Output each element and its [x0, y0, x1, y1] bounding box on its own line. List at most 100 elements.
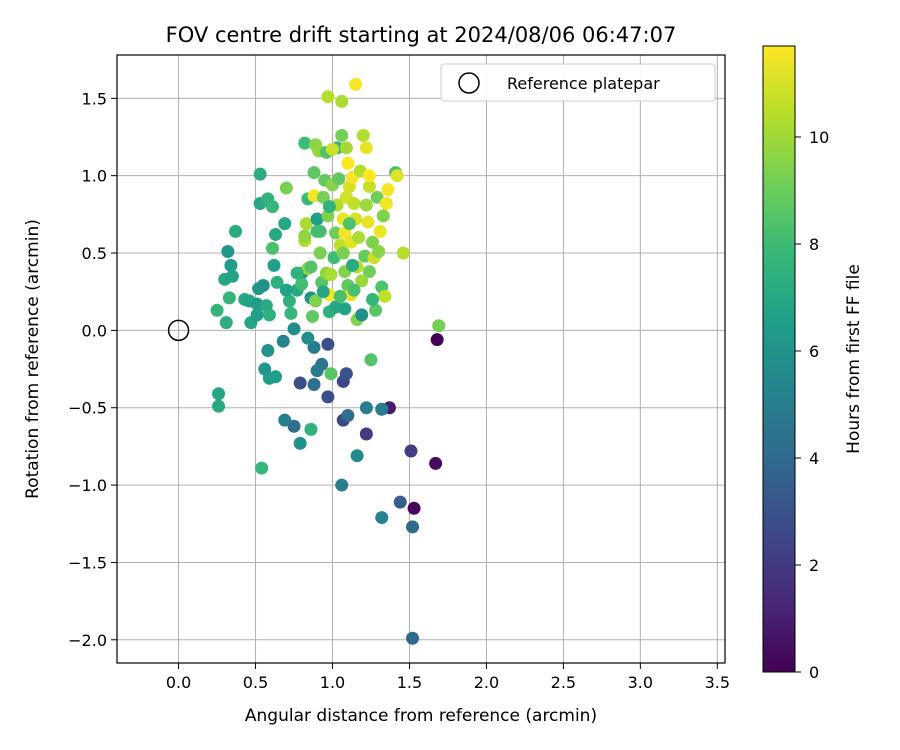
scatter-point	[304, 422, 318, 436]
x-tick-label: 2.0	[474, 673, 499, 692]
scatter-point	[335, 128, 349, 142]
colorbar-tick-label: 6	[809, 342, 819, 361]
scatter-point	[253, 167, 267, 181]
scatter-point	[375, 402, 389, 416]
scatter-point	[406, 520, 420, 534]
scatter-point	[290, 266, 304, 280]
scatter-point	[278, 217, 292, 231]
scatter-point	[287, 322, 301, 336]
scatter-point	[342, 217, 356, 231]
scatter-point	[359, 198, 373, 212]
colorbar-tick-label: 10	[809, 128, 829, 147]
scatter-point	[269, 370, 283, 384]
scatter-point	[293, 436, 307, 450]
grid-lines	[117, 55, 725, 663]
scatter-point	[350, 449, 364, 463]
scatter-point	[307, 340, 321, 354]
scatter-point	[324, 268, 338, 282]
scatter-point	[316, 190, 330, 204]
scatter-point	[221, 244, 235, 258]
y-tick-label: −2.0	[68, 631, 107, 650]
scatter-point	[333, 289, 347, 303]
scatter-point	[298, 136, 312, 150]
scatter-point	[261, 343, 275, 357]
scatter-point	[339, 141, 353, 155]
scatter-point	[270, 275, 284, 289]
colorbar-tick-label: 4	[809, 449, 819, 468]
scatter-point	[430, 333, 444, 347]
scatter-point	[341, 156, 355, 170]
legend-marker-icon	[458, 72, 480, 94]
scatter-point	[366, 235, 380, 249]
scatter-point	[373, 224, 387, 238]
colorbar	[762, 45, 796, 673]
scatter-point	[370, 190, 384, 204]
legend-label: Reference platepar	[507, 74, 660, 93]
scatter-point	[432, 319, 446, 333]
scatter-point	[293, 376, 307, 390]
scatter-point	[379, 197, 393, 211]
scatter-point	[310, 212, 324, 226]
scatter-point	[336, 246, 350, 260]
scatter-point	[359, 427, 373, 441]
scatter-point	[349, 77, 363, 91]
scatter-point	[212, 387, 226, 401]
scatter-point	[262, 308, 276, 322]
scatter-point	[265, 200, 279, 214]
scatter-point	[407, 501, 421, 515]
y-tick-label: 0.5	[82, 244, 107, 263]
x-tick-label: 2.5	[551, 673, 576, 692]
scatter-point	[222, 291, 236, 305]
scatter-point	[310, 364, 324, 378]
scatter-point	[224, 258, 238, 272]
scatter-point	[210, 303, 224, 317]
y-axis-ticks: 1.5 1.0 0.5 0.0 −0.5 −1.0 −1.5 −2.0	[68, 89, 117, 650]
chart-title: FOV centre drift starting at 2024/08/06 …	[166, 23, 677, 47]
scatter-point	[376, 209, 390, 223]
scatter-point	[390, 169, 404, 183]
scatter-point	[375, 511, 389, 525]
scatter-point	[304, 260, 318, 274]
scatter-point	[335, 478, 349, 492]
scatter-point	[269, 227, 283, 241]
x-tick-label: 0.5	[243, 673, 268, 692]
plot-frame	[116, 54, 726, 664]
scatter-point	[362, 180, 376, 194]
legend-box	[440, 63, 716, 102]
colorbar-tick-label: 2	[809, 556, 819, 575]
colorbar-ticks: 0 2 4 6 8 10	[795, 128, 829, 682]
legend: Reference platepar	[440, 63, 716, 102]
scatter-point	[341, 408, 355, 422]
y-tick-label: 0.0	[82, 321, 107, 340]
scatter-point	[267, 258, 281, 272]
scatter-point	[335, 94, 349, 108]
scatter-point	[309, 294, 323, 308]
scatter-point	[279, 283, 293, 297]
scatter-point	[301, 331, 315, 345]
x-axis-ticks: 0.0 0.5 1.0 1.5 2.0 2.5 3.0 3.5	[166, 663, 730, 692]
x-tick-label: 3.5	[705, 673, 730, 692]
x-tick-label: 1.5	[397, 673, 422, 692]
scatter-point	[393, 495, 407, 509]
scatter-point	[346, 258, 360, 272]
x-tick-label: 1.0	[320, 673, 345, 692]
scatter-point	[378, 289, 392, 303]
scatter-point	[352, 231, 366, 245]
scatter-point	[229, 224, 243, 238]
scatter-point	[325, 142, 339, 156]
scatter-point	[212, 399, 226, 413]
scatter-point	[329, 226, 343, 240]
y-tick-label: −1.5	[68, 553, 107, 572]
scatter-point	[321, 337, 335, 351]
scatter-point	[322, 200, 336, 214]
scatter-point	[282, 294, 296, 308]
y-tick-label: −0.5	[68, 399, 107, 418]
scatter-point	[356, 128, 370, 142]
scatter-point	[276, 334, 290, 348]
reference-point-marker	[167, 319, 190, 342]
scatter-point	[295, 277, 309, 291]
scatter-point	[364, 353, 378, 367]
x-axis-label: Angular distance from reference (arcmin)	[245, 706, 597, 726]
